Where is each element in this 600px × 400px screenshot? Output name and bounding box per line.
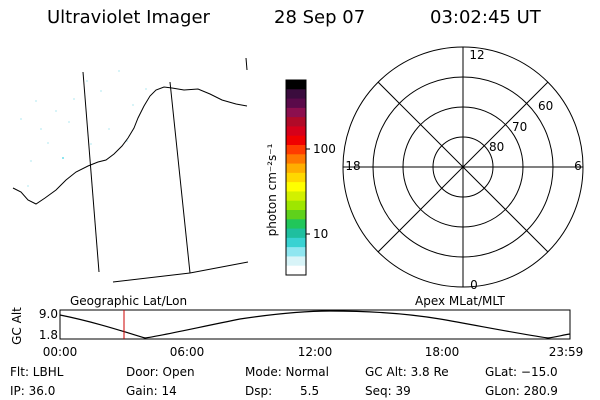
mlt-label-12: 12: [469, 48, 484, 62]
altitude-xtick-1200: 12:00: [298, 345, 333, 359]
mlt-label-0: 0: [470, 278, 478, 292]
geographic-map: [12, 57, 249, 283]
polar-panel-label: Apex MLat/MLT: [415, 294, 505, 308]
colorbar-segment: [286, 228, 306, 239]
mode-param: Mode: Normal: [245, 365, 329, 379]
coastline: [12, 86, 248, 205]
seq-param: Seq: 39: [365, 384, 411, 398]
polar-grid: [342, 46, 584, 288]
colorbar-segment: [286, 80, 306, 90]
geo-panel-label: Geographic Lat/Lon: [70, 294, 187, 308]
ip-param: IP: 36.0: [10, 384, 56, 398]
colorbar-segment: [286, 107, 306, 118]
colorbar-segment: [286, 89, 306, 100]
colorbar-segment: [286, 154, 306, 165]
colorbar-segment: [286, 219, 306, 230]
altitude-plot: 9.0 1.8 GC Alt 00:00 06:00 12:00 18:00 2…: [10, 307, 583, 359]
colorbar-segment: [286, 117, 306, 128]
mlat-label-60: 60: [538, 99, 553, 113]
mlt-label-18: 18: [345, 159, 360, 173]
colorbar-segment: [286, 265, 306, 276]
colorbar-segment: [286, 163, 306, 174]
meridian-line-east: [169, 81, 191, 274]
glon-param: GLon: 280.9: [485, 384, 558, 398]
emission-speckle: [20, 70, 147, 187]
colorbar-label-10: 10: [313, 227, 328, 241]
filter-param: Flt: LBHL: [10, 365, 64, 379]
colorbar-label-100: 100: [313, 142, 336, 156]
image-date: 28 Sep 07: [274, 7, 366, 28]
glat-param: GLat: −15.0: [485, 365, 558, 379]
polar-labels: 12 18 6 0 60 70 80: [345, 48, 581, 292]
altitude-ylabel: GC Alt: [10, 307, 24, 345]
gc-alt-param: GC Alt: 3.8 Re: [365, 365, 449, 379]
meridian-line-west: [82, 71, 100, 273]
altitude-ytick-9: 9.0: [39, 307, 58, 321]
colorbar-segment: [286, 182, 306, 193]
parallel-line: [112, 261, 249, 283]
altitude-curve: [59, 310, 571, 339]
dsp-label: Dsp:: [245, 384, 273, 398]
altitude-xtick-0000: 00:00: [43, 345, 78, 359]
colorbar-segment: [286, 98, 306, 109]
mlt-label-6: 6: [574, 159, 582, 173]
gain-param: Gain: 14: [126, 384, 177, 398]
colorbar-segment: [286, 145, 306, 155]
altitude-ytick-1-8: 1.8: [39, 328, 58, 342]
dsp-value: 5.5: [300, 384, 320, 398]
mlat-label-80: 80: [489, 140, 504, 154]
colorbar-segment: [286, 126, 306, 137]
mlat-label-70: 70: [512, 120, 527, 134]
colorbar-unit-label: photon cm⁻²s⁻¹: [265, 143, 279, 236]
colorbar-segment: [286, 247, 306, 258]
colorbar-segment: [286, 172, 306, 183]
instrument-title: Ultraviolet Imager: [47, 7, 210, 28]
image-time: 03:02:45 UT: [430, 7, 541, 28]
altitude-xtick-2359: 23:59: [549, 345, 584, 359]
colorbar-segment: [286, 256, 306, 267]
colorbar-segment: [286, 191, 306, 202]
colorbar-segment: [286, 200, 306, 211]
altitude-xtick-0600: 06:00: [170, 345, 205, 359]
altitude-xtick-1800: 18:00: [425, 345, 460, 359]
colorbar-segment: [286, 237, 306, 248]
colorbar-segment: [286, 210, 306, 220]
door-param: Door: Open: [126, 365, 195, 379]
colorbar-segment: [286, 135, 306, 146]
colorbar-frame: [285, 79, 307, 276]
colorbar: [285, 79, 307, 276]
